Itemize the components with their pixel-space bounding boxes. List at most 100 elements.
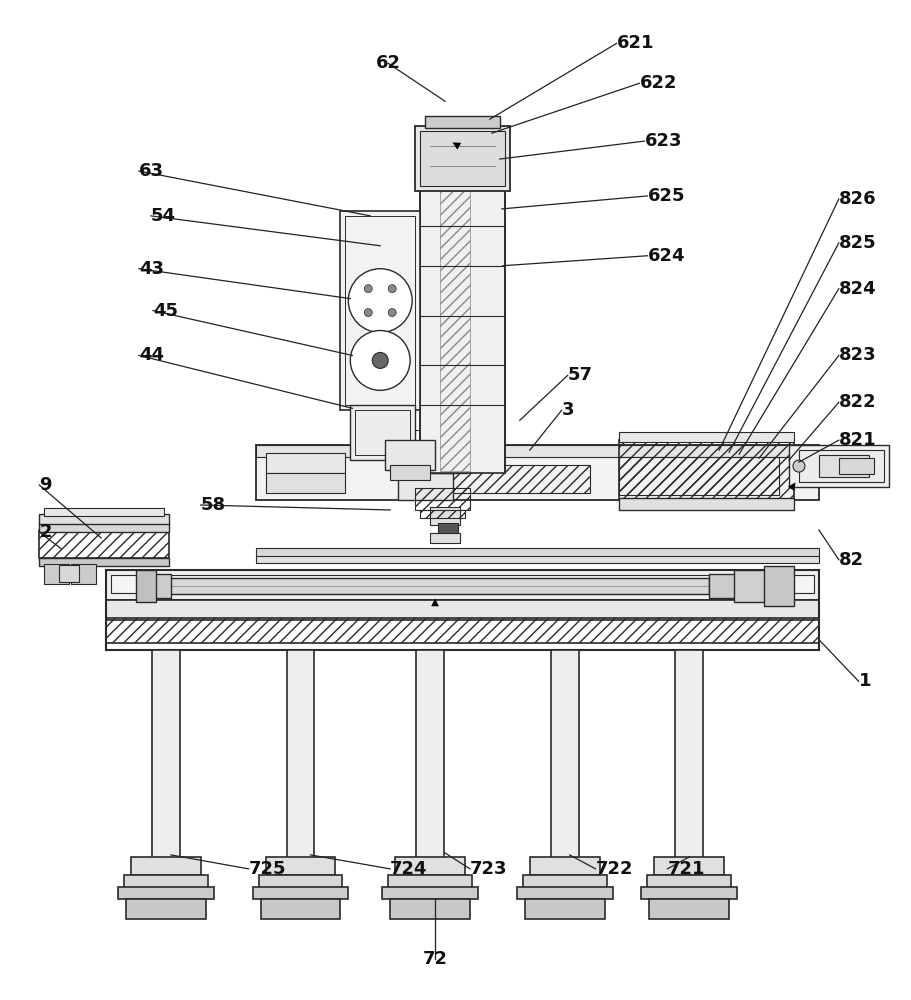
Bar [710,574,739,598]
Bar [517,887,612,899]
Bar [341,211,420,410]
Bar [266,453,345,473]
Bar [166,578,710,594]
Bar [355,410,410,455]
Bar [432,186,467,473]
Text: 826: 826 [839,190,876,208]
Bar [261,899,341,919]
Text: 45: 45 [153,302,178,320]
Text: 58: 58 [200,496,226,514]
Text: 72: 72 [423,950,447,968]
Circle shape [793,460,805,472]
Text: 823: 823 [839,346,876,364]
Circle shape [388,309,396,317]
Bar [136,570,156,602]
Bar [39,558,169,566]
Text: 621: 621 [617,34,654,52]
Text: 62: 62 [375,54,401,72]
Bar [45,564,69,584]
Bar [420,131,505,186]
Text: 824: 824 [839,280,876,298]
Bar [39,522,169,532]
Bar [430,507,460,525]
Bar [416,650,444,859]
Bar [619,440,794,500]
Bar [152,650,179,859]
Text: 9: 9 [39,476,52,494]
Text: 722: 722 [596,860,633,878]
Bar [126,899,206,919]
Bar [287,650,314,859]
Bar [819,455,869,477]
Bar [39,530,169,558]
Bar [395,857,465,875]
Bar [256,445,819,457]
Text: 54: 54 [151,207,176,225]
Bar [385,440,435,470]
Bar [648,875,732,889]
Bar [440,188,470,471]
Bar [551,650,578,859]
Bar [45,508,164,516]
Bar [420,186,505,473]
Circle shape [364,309,373,317]
Bar [415,126,510,191]
Bar [675,650,703,859]
Circle shape [388,285,396,293]
Bar [252,887,348,899]
Bar [388,875,472,889]
Bar [530,857,599,875]
Bar [118,887,214,899]
Bar [425,116,500,128]
Text: 721: 721 [668,860,705,878]
Bar [650,899,729,919]
Text: 3: 3 [562,401,574,419]
Text: 723: 723 [470,860,507,878]
Text: 43: 43 [139,260,164,278]
Bar [71,564,96,584]
Bar [106,570,819,600]
Text: 625: 625 [648,187,685,205]
Bar [345,216,415,405]
Circle shape [364,285,373,293]
Bar [59,565,79,582]
Text: 1: 1 [859,672,871,690]
Text: 2: 2 [39,523,52,541]
Bar [799,450,884,482]
Bar [619,457,779,495]
Bar [256,555,819,563]
Text: 63: 63 [139,162,164,180]
Text: 57: 57 [568,366,593,384]
Text: 82: 82 [839,551,864,569]
Bar [619,498,794,510]
Bar [106,600,819,620]
Bar [259,875,343,889]
Text: 623: 623 [644,132,682,150]
Bar [525,899,605,919]
Circle shape [351,331,410,390]
Bar [619,432,794,442]
Bar [351,405,415,460]
Text: 622: 622 [640,74,677,92]
Text: 624: 624 [648,247,685,265]
Bar [141,574,171,598]
Bar [398,473,453,500]
Bar [124,875,208,889]
Bar [106,618,819,643]
Bar [764,566,794,606]
Bar [256,445,819,500]
Bar [430,533,460,543]
Text: 825: 825 [839,234,876,252]
Circle shape [348,269,412,333]
Bar [839,458,874,474]
Bar [641,887,737,899]
Circle shape [373,352,388,368]
Text: 44: 44 [139,346,164,364]
Bar [523,875,607,889]
Bar [734,570,769,602]
Bar [654,857,724,875]
Bar [266,857,335,875]
Text: 821: 821 [839,431,876,449]
Bar [131,857,200,875]
Text: 724: 724 [390,860,427,878]
